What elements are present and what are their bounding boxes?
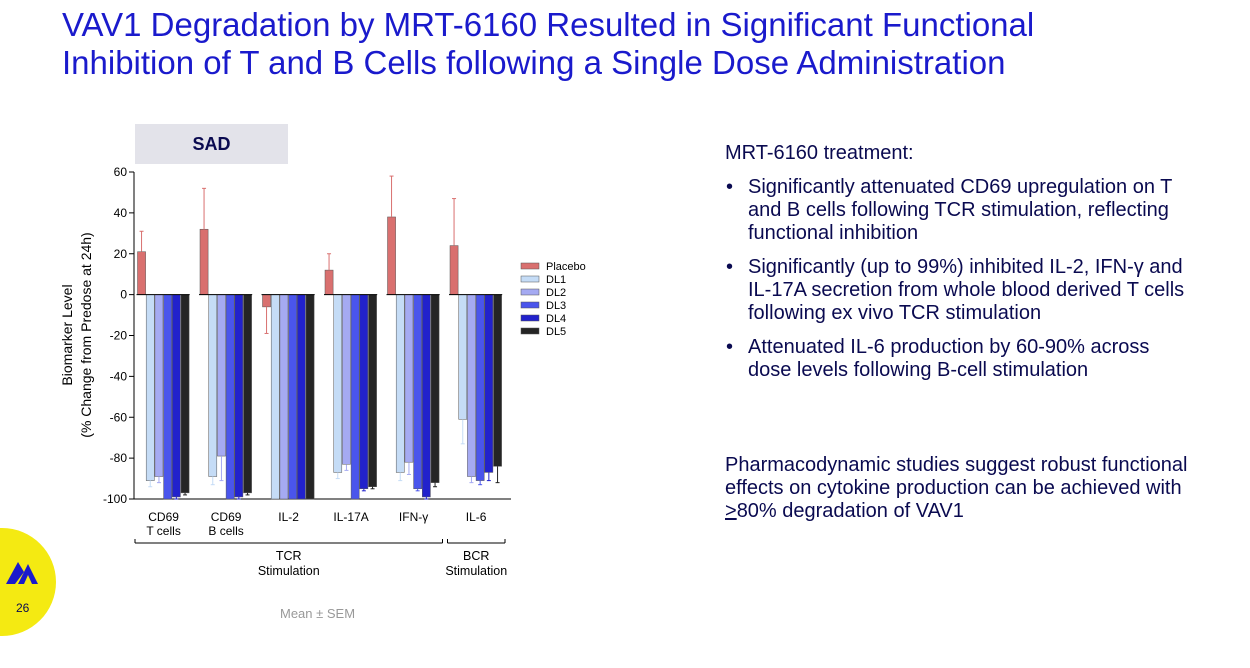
y-tick-label: -100 — [103, 492, 127, 506]
bar-dl1-3 — [333, 294, 343, 473]
legend-swatch-dl1 — [520, 275, 540, 283]
y-tick-label: -40 — [110, 369, 128, 383]
bar-dl1-0 — [145, 294, 155, 481]
group-label-line2: Stimulation — [258, 564, 320, 578]
y-tick-label: -20 — [110, 329, 128, 343]
bar-dl4-3 — [359, 294, 369, 490]
bar-dl5-0 — [180, 294, 190, 494]
bar-dl1-1 — [208, 294, 218, 477]
y-tick-label: 40 — [114, 206, 128, 220]
y-tick-label: 60 — [114, 165, 128, 179]
conclusion-text: Pharmacodynamic studies suggest robust f… — [725, 454, 1195, 523]
y-tick-label: -80 — [110, 451, 128, 465]
x-tick-label: IL-2 — [278, 510, 299, 524]
y-axis-label-line2: (% Change from Predose at 24h) — [78, 232, 94, 437]
bar-dl3-0 — [163, 294, 172, 500]
legend-swatch-placebo — [520, 262, 540, 270]
bar-dl2-5 — [467, 294, 476, 477]
bar-placebo-4 — [387, 216, 396, 295]
bullet-cytokines: Significantly (up to 99%) inhibited IL-2… — [724, 256, 1194, 325]
slide-title-line-2: Inhibition of T and B Cells following a … — [62, 44, 1006, 81]
logo-mark-icon — [6, 562, 38, 584]
footnote-mean-sem: Mean ± SEM — [280, 606, 356, 621]
y-axis-label: Biomarker Level — [59, 284, 75, 385]
x-tick-label-line2: T cells — [146, 524, 180, 538]
legend-label-dl4: DL4 — [546, 313, 566, 325]
bar-dl5-4 — [430, 294, 440, 483]
group-label: BCR — [463, 549, 489, 563]
conclusion-ge: > — [725, 500, 737, 522]
bar-dl2-3 — [342, 294, 351, 465]
x-tick-label: CD69 — [148, 510, 179, 524]
bar-dl3-3 — [350, 294, 360, 500]
bar-dl1-5 — [458, 294, 468, 420]
bar-dl5-3 — [368, 294, 377, 487]
legend-swatch-dl3 — [520, 301, 540, 309]
bar-dl2-4 — [404, 294, 414, 463]
x-tick-label: CD69 — [211, 510, 242, 524]
group-label-line2: Stimulation — [445, 564, 507, 578]
bar-dl5-1 — [243, 294, 252, 494]
bar-dl1-4 — [395, 294, 405, 473]
legend-label-placebo: Placebo — [546, 261, 586, 273]
legend-swatch-dl4 — [520, 314, 540, 322]
bullet-list: Significantly attenuated CD69 upregulati… — [724, 176, 1194, 393]
bar-dl4-2 — [297, 294, 306, 500]
x-tick-label: IFN-γ — [399, 510, 428, 524]
legend-label-dl3: DL3 — [546, 300, 566, 312]
bar-placebo-2 — [262, 294, 271, 308]
bar-dl5-2 — [305, 294, 315, 500]
y-tick-label: -60 — [110, 410, 128, 424]
bar-placebo-0 — [137, 251, 146, 295]
bar-dl2-1 — [217, 294, 226, 457]
bar-placebo-3 — [324, 269, 334, 295]
legend-swatch-dl5 — [520, 327, 540, 335]
legend-label-dl5: DL5 — [546, 326, 566, 338]
bar-dl3-5 — [475, 294, 485, 481]
bar-dl2-2 — [279, 294, 289, 500]
bar-dl4-1 — [234, 294, 244, 498]
legend-label-dl1: DL1 — [546, 274, 566, 286]
group-label: TCR — [276, 549, 302, 563]
bar-dl3-1 — [225, 294, 235, 500]
bar-dl3-2 — [288, 294, 297, 500]
bar-dl4-5 — [484, 294, 494, 473]
legend-label-dl2: DL2 — [546, 287, 566, 299]
bar-placebo-1 — [199, 228, 209, 295]
x-tick-label: IL-17A — [333, 510, 368, 524]
page-number: 26 — [16, 601, 30, 615]
bar-dl4-0 — [172, 294, 181, 498]
bar-dl5-5 — [493, 294, 502, 467]
legend-swatch-dl2 — [520, 288, 540, 296]
treatment-intro: MRT-6160 treatment: — [725, 142, 914, 164]
bullet-il6: Attenuated IL-6 production by 60-90% acr… — [724, 336, 1194, 382]
bar-placebo-5 — [449, 245, 459, 295]
x-tick-label-line2: B cells — [208, 524, 243, 538]
bar-dl2-0 — [154, 294, 164, 477]
x-tick-label: IL-6 — [466, 510, 487, 524]
bar-dl4-4 — [422, 294, 431, 498]
sad-panel-label: SAD — [135, 124, 288, 164]
conclusion-post: 80% degradation of VAV1 — [736, 500, 964, 522]
bar-dl1-2 — [270, 294, 280, 500]
conclusion-pre: Pharmacodynamic studies suggest robust f… — [725, 454, 1188, 499]
slide-title: VAV1 Degradation by MRT-6160 Resulted in… — [62, 6, 1212, 82]
bar-dl3-4 — [413, 294, 422, 490]
y-tick-label: 0 — [120, 288, 127, 302]
y-tick-label: 20 — [114, 247, 128, 261]
bullet-cd69: Significantly attenuated CD69 upregulati… — [724, 176, 1194, 245]
slide-title-line-1: VAV1 Degradation by MRT-6160 Resulted in… — [62, 6, 1035, 43]
